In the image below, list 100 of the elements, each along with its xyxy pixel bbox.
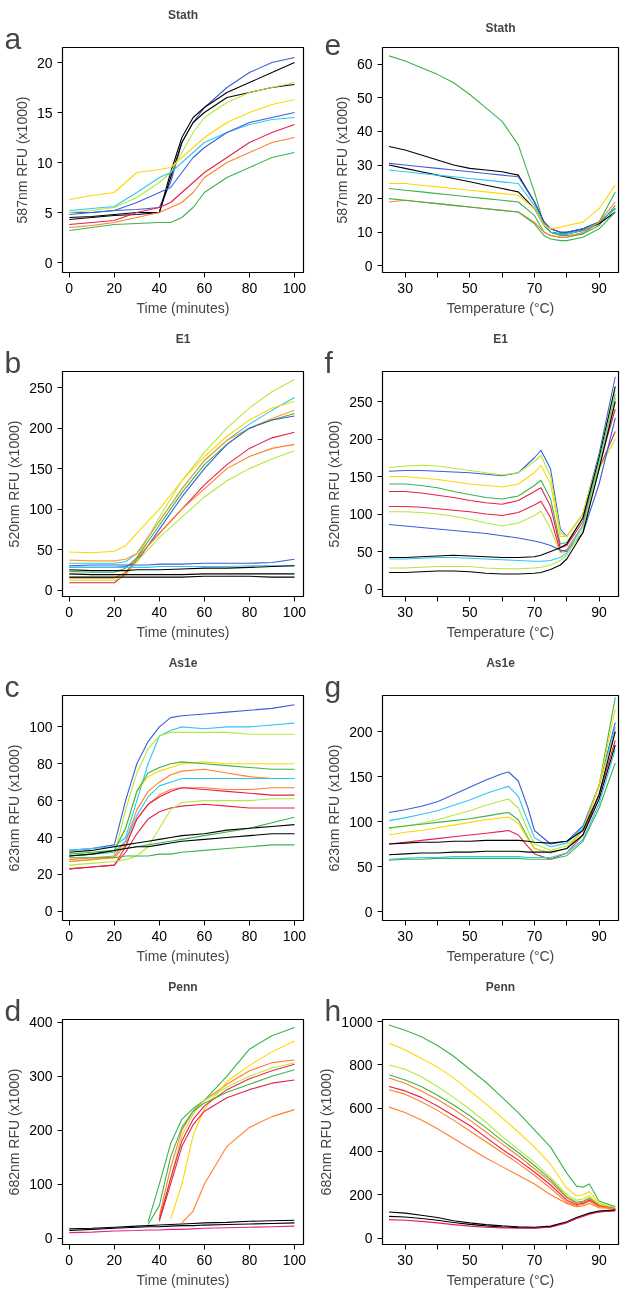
x-tick-label: 70 (526, 603, 543, 620)
y-tick-label: 20 (36, 866, 53, 883)
x-tick-label: 20 (106, 279, 123, 296)
x-axis-title: Temperature (°C) (446, 299, 555, 316)
text: h (324, 993, 342, 1027)
y-tick-label: 15 (36, 104, 53, 121)
y-axis-title: 520nm RFU (x1000) (6, 420, 23, 548)
x-tick-label: 20 (106, 603, 123, 620)
x-tick-label: 90 (591, 1251, 608, 1268)
x-tick-label: 40 (151, 1251, 168, 1268)
y-axis-title: 623nm RFU (x1000) (6, 744, 23, 872)
x-tick-label: 30 (397, 603, 414, 620)
y-tick-label: 0 (44, 903, 53, 920)
x-tick-label: 70 (526, 1251, 543, 1268)
y-tick-label: 100 (349, 813, 373, 830)
y-tick-label: 0 (44, 1230, 53, 1247)
chart-title: Stath (485, 20, 516, 35)
y-tick-label: 50 (356, 858, 373, 875)
x-tick-label: 50 (462, 279, 478, 296)
y-tick-label: 200 (349, 1186, 373, 1203)
y-tick-label: 60 (356, 56, 373, 73)
y-tick-label: 100 (29, 501, 53, 518)
y-tick-label: 150 (349, 468, 373, 485)
y-tick-label: 400 (349, 1143, 373, 1160)
x-tick-label: 0 (65, 927, 74, 944)
chart-title: As1e (486, 655, 516, 670)
y-tick-label: 100 (29, 1176, 53, 1193)
text: d (4, 993, 22, 1027)
text: a (4, 21, 22, 55)
y-tick-label: 0 (364, 257, 373, 274)
x-axis-title: Time (minutes) (136, 1271, 230, 1288)
x-tick-label: 90 (591, 279, 608, 296)
x-tick-label: 0 (65, 279, 74, 296)
y-tick-label: 150 (349, 768, 373, 785)
y-tick-label: 200 (349, 723, 373, 740)
x-axis-title: Time (minutes) (136, 947, 230, 964)
x-tick-label: 90 (591, 603, 608, 620)
y-tick-label: 0 (44, 254, 53, 271)
x-tick-label: 60 (196, 1251, 213, 1268)
x-tick-label: 40 (151, 603, 168, 620)
y-tick-label: 100 (349, 506, 373, 522)
chart-title: E1 (175, 331, 191, 346)
y-tick-label: 50 (36, 541, 53, 558)
x-tick-label: 40 (151, 927, 168, 944)
y-tick-label: 40 (36, 829, 53, 846)
x-axis-title: Time (minutes) (136, 623, 230, 640)
x-tick-label: 80 (241, 603, 258, 620)
x-axis-title: Temperature (°C) (446, 623, 555, 640)
y-axis-title: 682nm RFU (x1000) (318, 1068, 335, 1196)
x-tick-label: 50 (462, 1251, 478, 1268)
x-axis-title: Temperature (°C) (446, 947, 555, 964)
y-tick-label: 300 (29, 1068, 53, 1085)
y-tick-label: 30 (356, 157, 373, 174)
x-tick-label: 30 (397, 927, 414, 944)
y-tick-label: 800 (349, 1056, 373, 1073)
x-tick-label: 60 (196, 927, 213, 944)
x-tick-label: 100 (282, 927, 307, 944)
x-tick-label: 70 (526, 927, 543, 944)
text: c (4, 669, 20, 703)
x-tick-label: 50 (462, 927, 478, 944)
x-tick-label: 30 (397, 279, 414, 296)
y-tick-label: 250 (29, 379, 53, 396)
text: g (324, 669, 342, 703)
y-tick-label: 200 (29, 420, 53, 437)
chart-title: Penn (168, 979, 198, 994)
chart-title: As1e (168, 655, 198, 670)
y-tick-label: 20 (36, 54, 53, 71)
y-axis-title: 623nm RFU (x1000) (326, 744, 343, 872)
y-tick-label: 0 (364, 903, 373, 920)
x-tick-label: 0 (65, 603, 74, 620)
x-tick-label: 50 (462, 603, 478, 620)
y-tick-label: 50 (356, 543, 373, 560)
y-tick-label: 60 (36, 792, 53, 809)
x-tick-label: 40 (151, 279, 168, 296)
y-tick-label: 0 (364, 1230, 373, 1247)
y-tick-label: 20 (356, 190, 373, 207)
y-axis-title: 587nm RFU (x1000) (13, 96, 30, 224)
y-axis-title: 520nm RFU (x1000) (326, 420, 343, 548)
x-tick-label: 100 (282, 279, 307, 296)
y-tick-label: 250 (349, 393, 373, 410)
y-tick-label: 1000 (341, 1013, 373, 1030)
x-tick-label: 100 (282, 1251, 307, 1268)
x-axis-title: Temperature (°C) (446, 1271, 555, 1288)
y-tick-label: 10 (356, 224, 373, 241)
text: f (324, 345, 334, 379)
y-axis-title: 682nm RFU (x1000) (6, 1068, 23, 1196)
y-tick-label: 40 (356, 123, 373, 140)
y-tick-label: 0 (364, 581, 373, 597)
y-tick-label: 5 (44, 204, 53, 221)
y-tick-label: 50 (356, 89, 373, 106)
text: e (324, 27, 342, 61)
y-tick-label: 10 (36, 154, 53, 171)
x-tick-label: 70 (526, 279, 543, 296)
chart-title: Penn (485, 979, 516, 994)
x-tick-label: 90 (591, 927, 608, 944)
y-tick-label: 400 (29, 1014, 53, 1031)
y-axis-title: 587nm RFU (x1000) (333, 96, 350, 224)
x-tick-label: 20 (106, 1251, 123, 1268)
x-tick-label: 0 (65, 1251, 74, 1268)
x-tick-label: 80 (241, 927, 258, 944)
